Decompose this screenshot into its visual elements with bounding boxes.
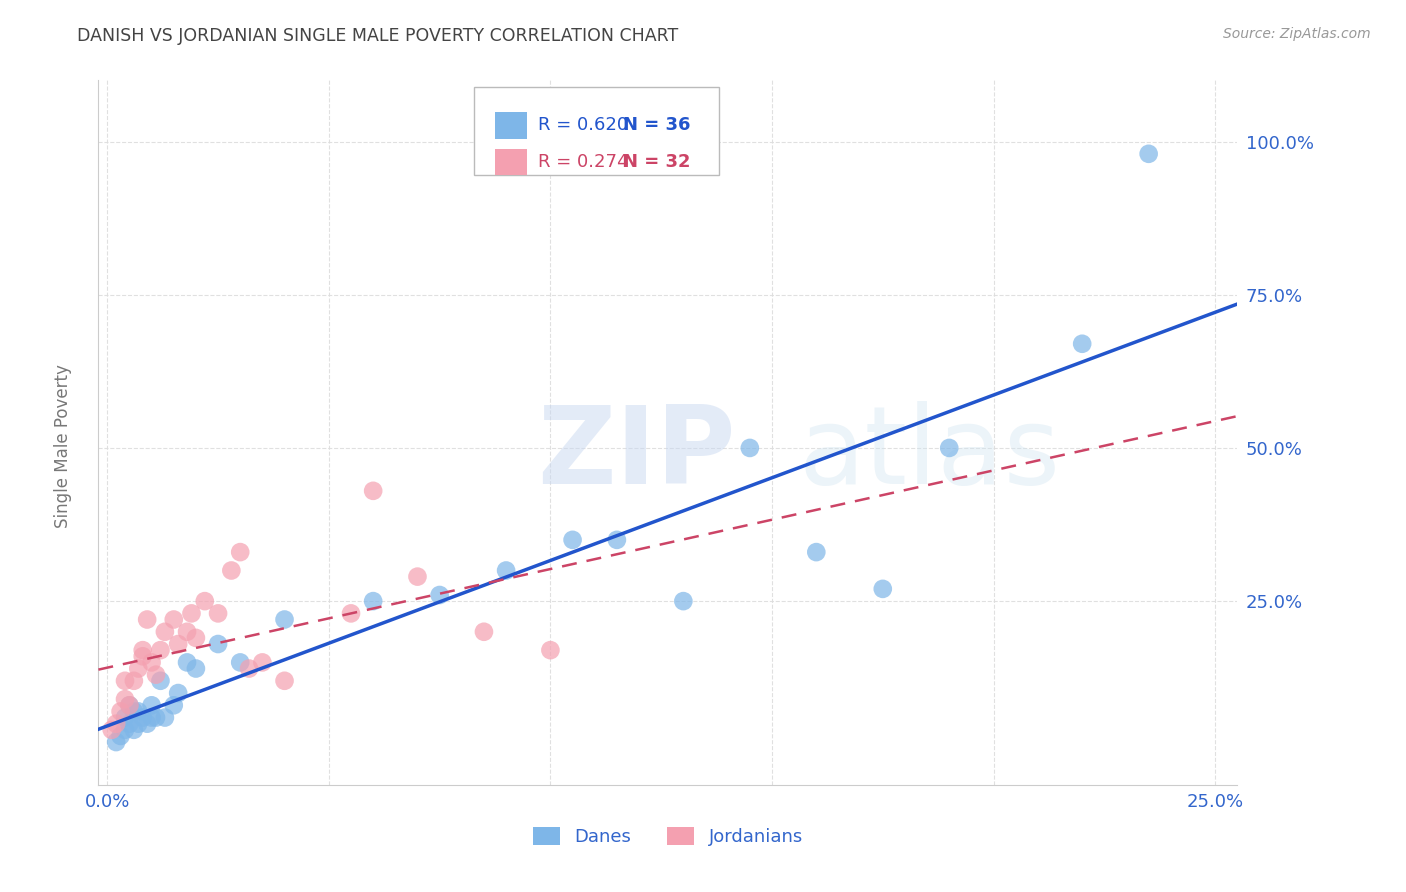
Point	[127, 705, 149, 719]
Point	[167, 637, 190, 651]
Point	[429, 588, 451, 602]
Point	[141, 710, 163, 724]
Point	[176, 656, 198, 670]
Point	[938, 441, 960, 455]
Point	[100, 723, 122, 737]
Text: R = 0.620: R = 0.620	[538, 116, 628, 135]
Point	[180, 607, 202, 621]
Point	[561, 533, 583, 547]
Point	[114, 692, 136, 706]
Point	[1071, 336, 1094, 351]
Point	[122, 673, 145, 688]
Point	[105, 716, 128, 731]
Point	[1137, 146, 1160, 161]
Point	[132, 710, 155, 724]
Point	[141, 656, 163, 670]
Point	[105, 735, 128, 749]
Point	[132, 643, 155, 657]
FancyBboxPatch shape	[474, 87, 718, 176]
Point	[273, 613, 295, 627]
Text: N = 36: N = 36	[623, 116, 690, 135]
Point	[672, 594, 695, 608]
Point	[167, 686, 190, 700]
Point	[118, 716, 141, 731]
Point	[273, 673, 295, 688]
Point	[221, 564, 243, 578]
Text: DANISH VS JORDANIAN SINGLE MALE POVERTY CORRELATION CHART: DANISH VS JORDANIAN SINGLE MALE POVERTY …	[77, 27, 679, 45]
Text: Source: ZipAtlas.com: Source: ZipAtlas.com	[1223, 27, 1371, 41]
Point	[207, 637, 229, 651]
Point	[136, 716, 159, 731]
Text: R = 0.274: R = 0.274	[538, 153, 628, 171]
Point	[163, 698, 186, 713]
Point	[118, 698, 141, 713]
Point	[194, 594, 217, 608]
Point	[361, 483, 384, 498]
Point	[149, 673, 172, 688]
Point	[118, 698, 141, 713]
Point	[114, 673, 136, 688]
Point	[472, 624, 495, 639]
Point	[163, 613, 186, 627]
Point	[141, 698, 163, 713]
Point	[122, 723, 145, 737]
FancyBboxPatch shape	[495, 112, 527, 139]
Point	[538, 643, 561, 657]
Point	[127, 716, 149, 731]
Point	[872, 582, 894, 596]
Point	[340, 607, 363, 621]
Point	[361, 594, 384, 608]
Text: atlas: atlas	[799, 401, 1060, 507]
Point	[184, 661, 207, 675]
Point	[149, 643, 172, 657]
Point	[806, 545, 828, 559]
Point	[252, 656, 274, 670]
Text: Single Male Poverty: Single Male Poverty	[55, 364, 72, 528]
Point	[122, 705, 145, 719]
Point	[145, 667, 167, 681]
Point	[145, 710, 167, 724]
Point	[229, 656, 252, 670]
Point	[606, 533, 628, 547]
Point	[238, 661, 260, 675]
FancyBboxPatch shape	[495, 149, 527, 176]
Point	[153, 710, 176, 724]
Point	[495, 564, 517, 578]
Point	[132, 649, 155, 664]
Point	[114, 710, 136, 724]
Point	[184, 631, 207, 645]
Point	[229, 545, 252, 559]
Point	[207, 607, 229, 621]
Point	[110, 729, 132, 743]
Point	[127, 661, 149, 675]
Point	[110, 705, 132, 719]
Point	[136, 613, 159, 627]
Point	[738, 441, 761, 455]
Point	[114, 723, 136, 737]
Legend: Danes, Jordanians: Danes, Jordanians	[526, 820, 810, 854]
Point	[153, 624, 176, 639]
Text: N = 32: N = 32	[623, 153, 690, 171]
Point	[176, 624, 198, 639]
Point	[406, 569, 429, 583]
Text: ZIP: ZIP	[537, 401, 735, 507]
